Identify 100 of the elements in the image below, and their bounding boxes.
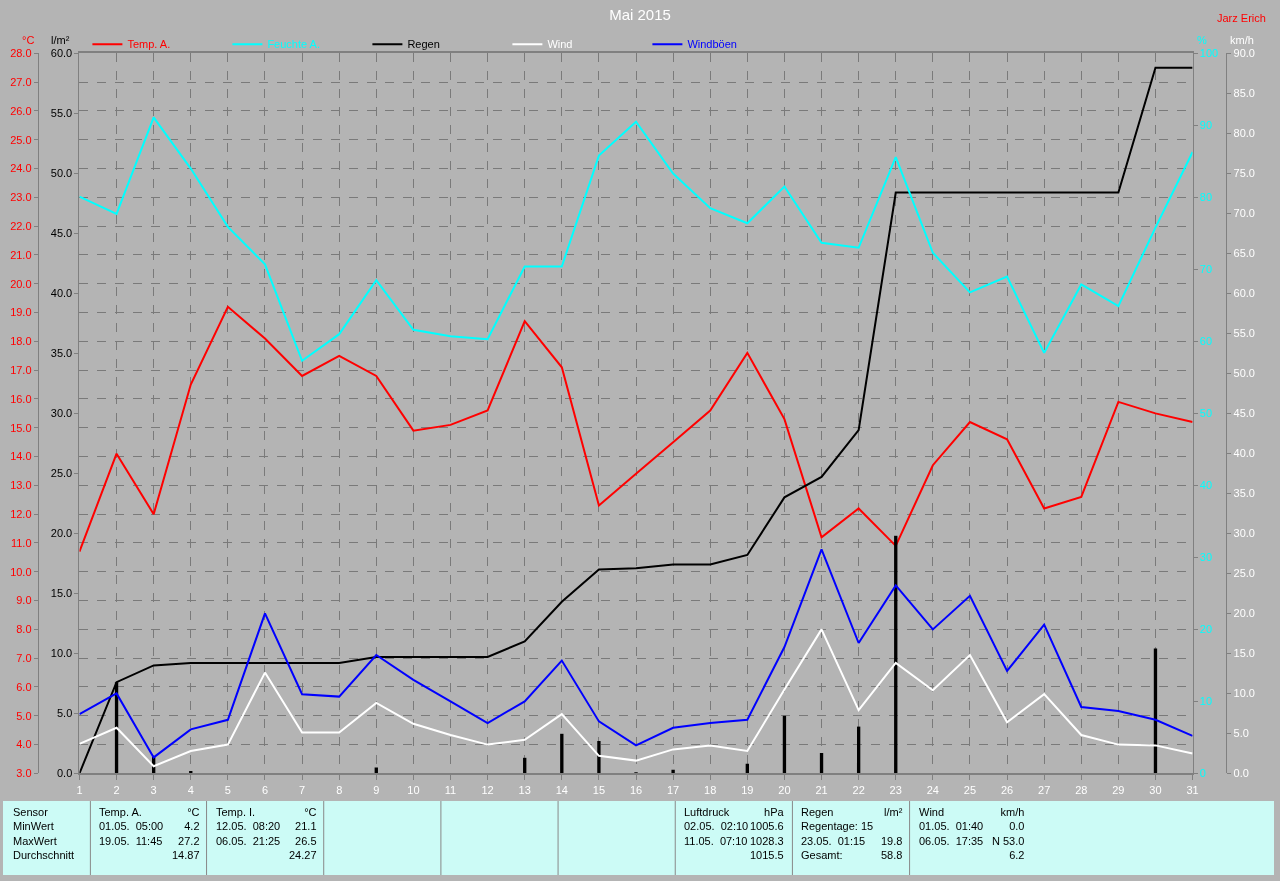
- y2-tick-label: 5.0: [56, 707, 73, 720]
- x-tick-label: 6: [261, 783, 269, 796]
- y-tick-label: 26.0: [10, 104, 32, 117]
- y3-tick-label: 20.0: [1233, 607, 1255, 620]
- x-tick-label: 16: [629, 783, 643, 796]
- y-tick-label: 0: [1199, 767, 1206, 780]
- y3-tick-label: 50.0: [1233, 367, 1255, 380]
- text: Jarz Erich: [1217, 12, 1266, 24]
- x-tick-label: 11: [444, 783, 457, 796]
- legend-label: Regen: [407, 38, 440, 51]
- y-tick-label: 18.0: [10, 335, 32, 348]
- text: Regen Regentage: 15 23.05. 01:15 Gesamt:: [801, 806, 874, 861]
- y2-tick-label: 55.0: [50, 107, 73, 120]
- y2-tick-label: 0.0: [56, 767, 73, 780]
- text: Temp. A. 01.05. 05:00 19.05. 11:45: [99, 806, 164, 847]
- text: Luftdruck 02.05. 02:10 11.05. 07:10: [684, 806, 749, 847]
- y-tick-label: 27.0: [10, 76, 32, 88]
- y3-tick-label: 40.0: [1233, 447, 1255, 460]
- text: l/m² 19.8 58.8: [881, 806, 903, 861]
- x-tick-label: 13: [518, 783, 531, 796]
- x-tick-label: 19: [741, 783, 754, 796]
- x-tick-label: 12: [481, 783, 494, 796]
- x-tick-label: 5: [224, 783, 231, 796]
- y-tick-label: 25.0: [10, 133, 32, 146]
- x-tick-label: 15: [592, 783, 606, 796]
- y-tick-label: 10: [1199, 695, 1213, 708]
- y-tick-label: 28.0: [10, 47, 32, 60]
- text: °C 4.2 27.2 14.87: [172, 806, 200, 861]
- y3-tick-label: 85.0: [1233, 87, 1255, 100]
- y2-tick-label: 35.0: [50, 347, 73, 360]
- y3-tick-label: 25.0: [1233, 567, 1255, 580]
- x-tick-label: 8: [336, 783, 343, 796]
- y3-tick-label: 5.0: [1233, 727, 1249, 740]
- y3-tick-label: 35.0: [1233, 487, 1255, 500]
- x-tick-label: 10: [407, 783, 420, 796]
- y3-tick-label: 60.0: [1233, 287, 1255, 300]
- y-tick-label: 15.0: [10, 421, 32, 434]
- x-tick-label: 22: [852, 783, 865, 796]
- x-tick-label: 24: [926, 783, 939, 796]
- y-axis-title: °C: [22, 34, 35, 46]
- x-tick-label: 1: [76, 783, 83, 796]
- y-tick-label: 60: [1199, 335, 1213, 348]
- legend-label: Windböen: [687, 38, 737, 51]
- y2-tick-label: 60.0: [50, 47, 73, 60]
- y2-tick-label: 40.0: [50, 287, 73, 300]
- y-tick-label: 20.0: [10, 277, 32, 290]
- text: hPa 1005.6 1028.3 1015.5: [750, 806, 785, 861]
- y-tick-label: 22.0: [10, 220, 32, 233]
- y-axis-title: %: [1197, 34, 1207, 46]
- y2-tick-label: 50.0: [50, 167, 73, 180]
- y3-tick-label: 0.0: [1233, 767, 1249, 780]
- y-tick-label: 14.0: [10, 450, 32, 463]
- y2-tick-label: 20.0: [50, 527, 73, 540]
- x-tick-label: 7: [299, 783, 306, 796]
- text: °C 21.1 26.5 24.27: [289, 806, 317, 861]
- y2-tick-label: 30.0: [50, 407, 73, 420]
- y2-tick-label: 25.0: [50, 467, 73, 480]
- y-tick-label: 23.0: [10, 191, 32, 204]
- y-tick-label: 3.0: [16, 767, 32, 780]
- y-tick-label: 5.0: [16, 709, 32, 722]
- x-tick-label: 2: [113, 783, 120, 796]
- x-tick-label: 18: [704, 783, 717, 796]
- y3-tick-label: 15.0: [1233, 647, 1255, 660]
- x-tick-label: 28: [1075, 783, 1088, 796]
- x-tick-label: 27: [1038, 783, 1051, 796]
- y2-axis-title: l/m²: [51, 34, 70, 46]
- x-tick-label: 30: [1149, 783, 1162, 796]
- y3-tick-label: 65.0: [1233, 247, 1255, 260]
- y-tick-label: 70: [1199, 263, 1213, 276]
- y-tick-label: 17.0: [10, 364, 32, 377]
- y-tick-label: 16.0: [10, 392, 32, 405]
- x-tick-label: 14: [555, 783, 568, 796]
- y-tick-label: 30: [1199, 551, 1213, 564]
- y3-tick-label: 75.0: [1233, 167, 1255, 180]
- y-tick-label: 12.0: [10, 508, 32, 521]
- y-tick-label: 10.0: [10, 565, 32, 578]
- y-tick-label: 11.0: [10, 536, 32, 549]
- y-tick-label: 20: [1199, 623, 1213, 636]
- y-tick-label: 40: [1199, 479, 1213, 492]
- x-tick-label: 31: [1186, 783, 1199, 796]
- legend-label: Feuchte A.: [267, 38, 320, 51]
- text: Temp. I. 12.05. 08:20 06.05. 21:25: [216, 806, 281, 847]
- x-tick-label: 25: [963, 783, 977, 796]
- y3-tick-label: 70.0: [1233, 207, 1255, 220]
- y3-axis-title: km/h: [1230, 34, 1254, 46]
- y-tick-label: 90: [1199, 119, 1213, 132]
- legend-label: Wind: [547, 38, 573, 51]
- chart-title: Mai 2015: [609, 6, 671, 24]
- y3-tick-label: 10.0: [1233, 687, 1255, 700]
- y3-tick-label: 45.0: [1233, 407, 1255, 420]
- x-tick-label: 23: [889, 783, 902, 796]
- legend-label: Temp. A.: [127, 38, 171, 51]
- y3-tick-label: 55.0: [1233, 327, 1255, 340]
- y-tick-label: 21.0: [10, 248, 32, 261]
- y-tick-label: 8.0: [16, 623, 32, 636]
- y-tick-label: 100: [1199, 47, 1219, 60]
- y-tick-label: 24.0: [10, 162, 32, 175]
- x-tick-label: 4: [187, 783, 194, 796]
- text: km/h 0.0 N 53.0 6.2: [992, 806, 1025, 861]
- y-tick-label: 50: [1199, 407, 1213, 420]
